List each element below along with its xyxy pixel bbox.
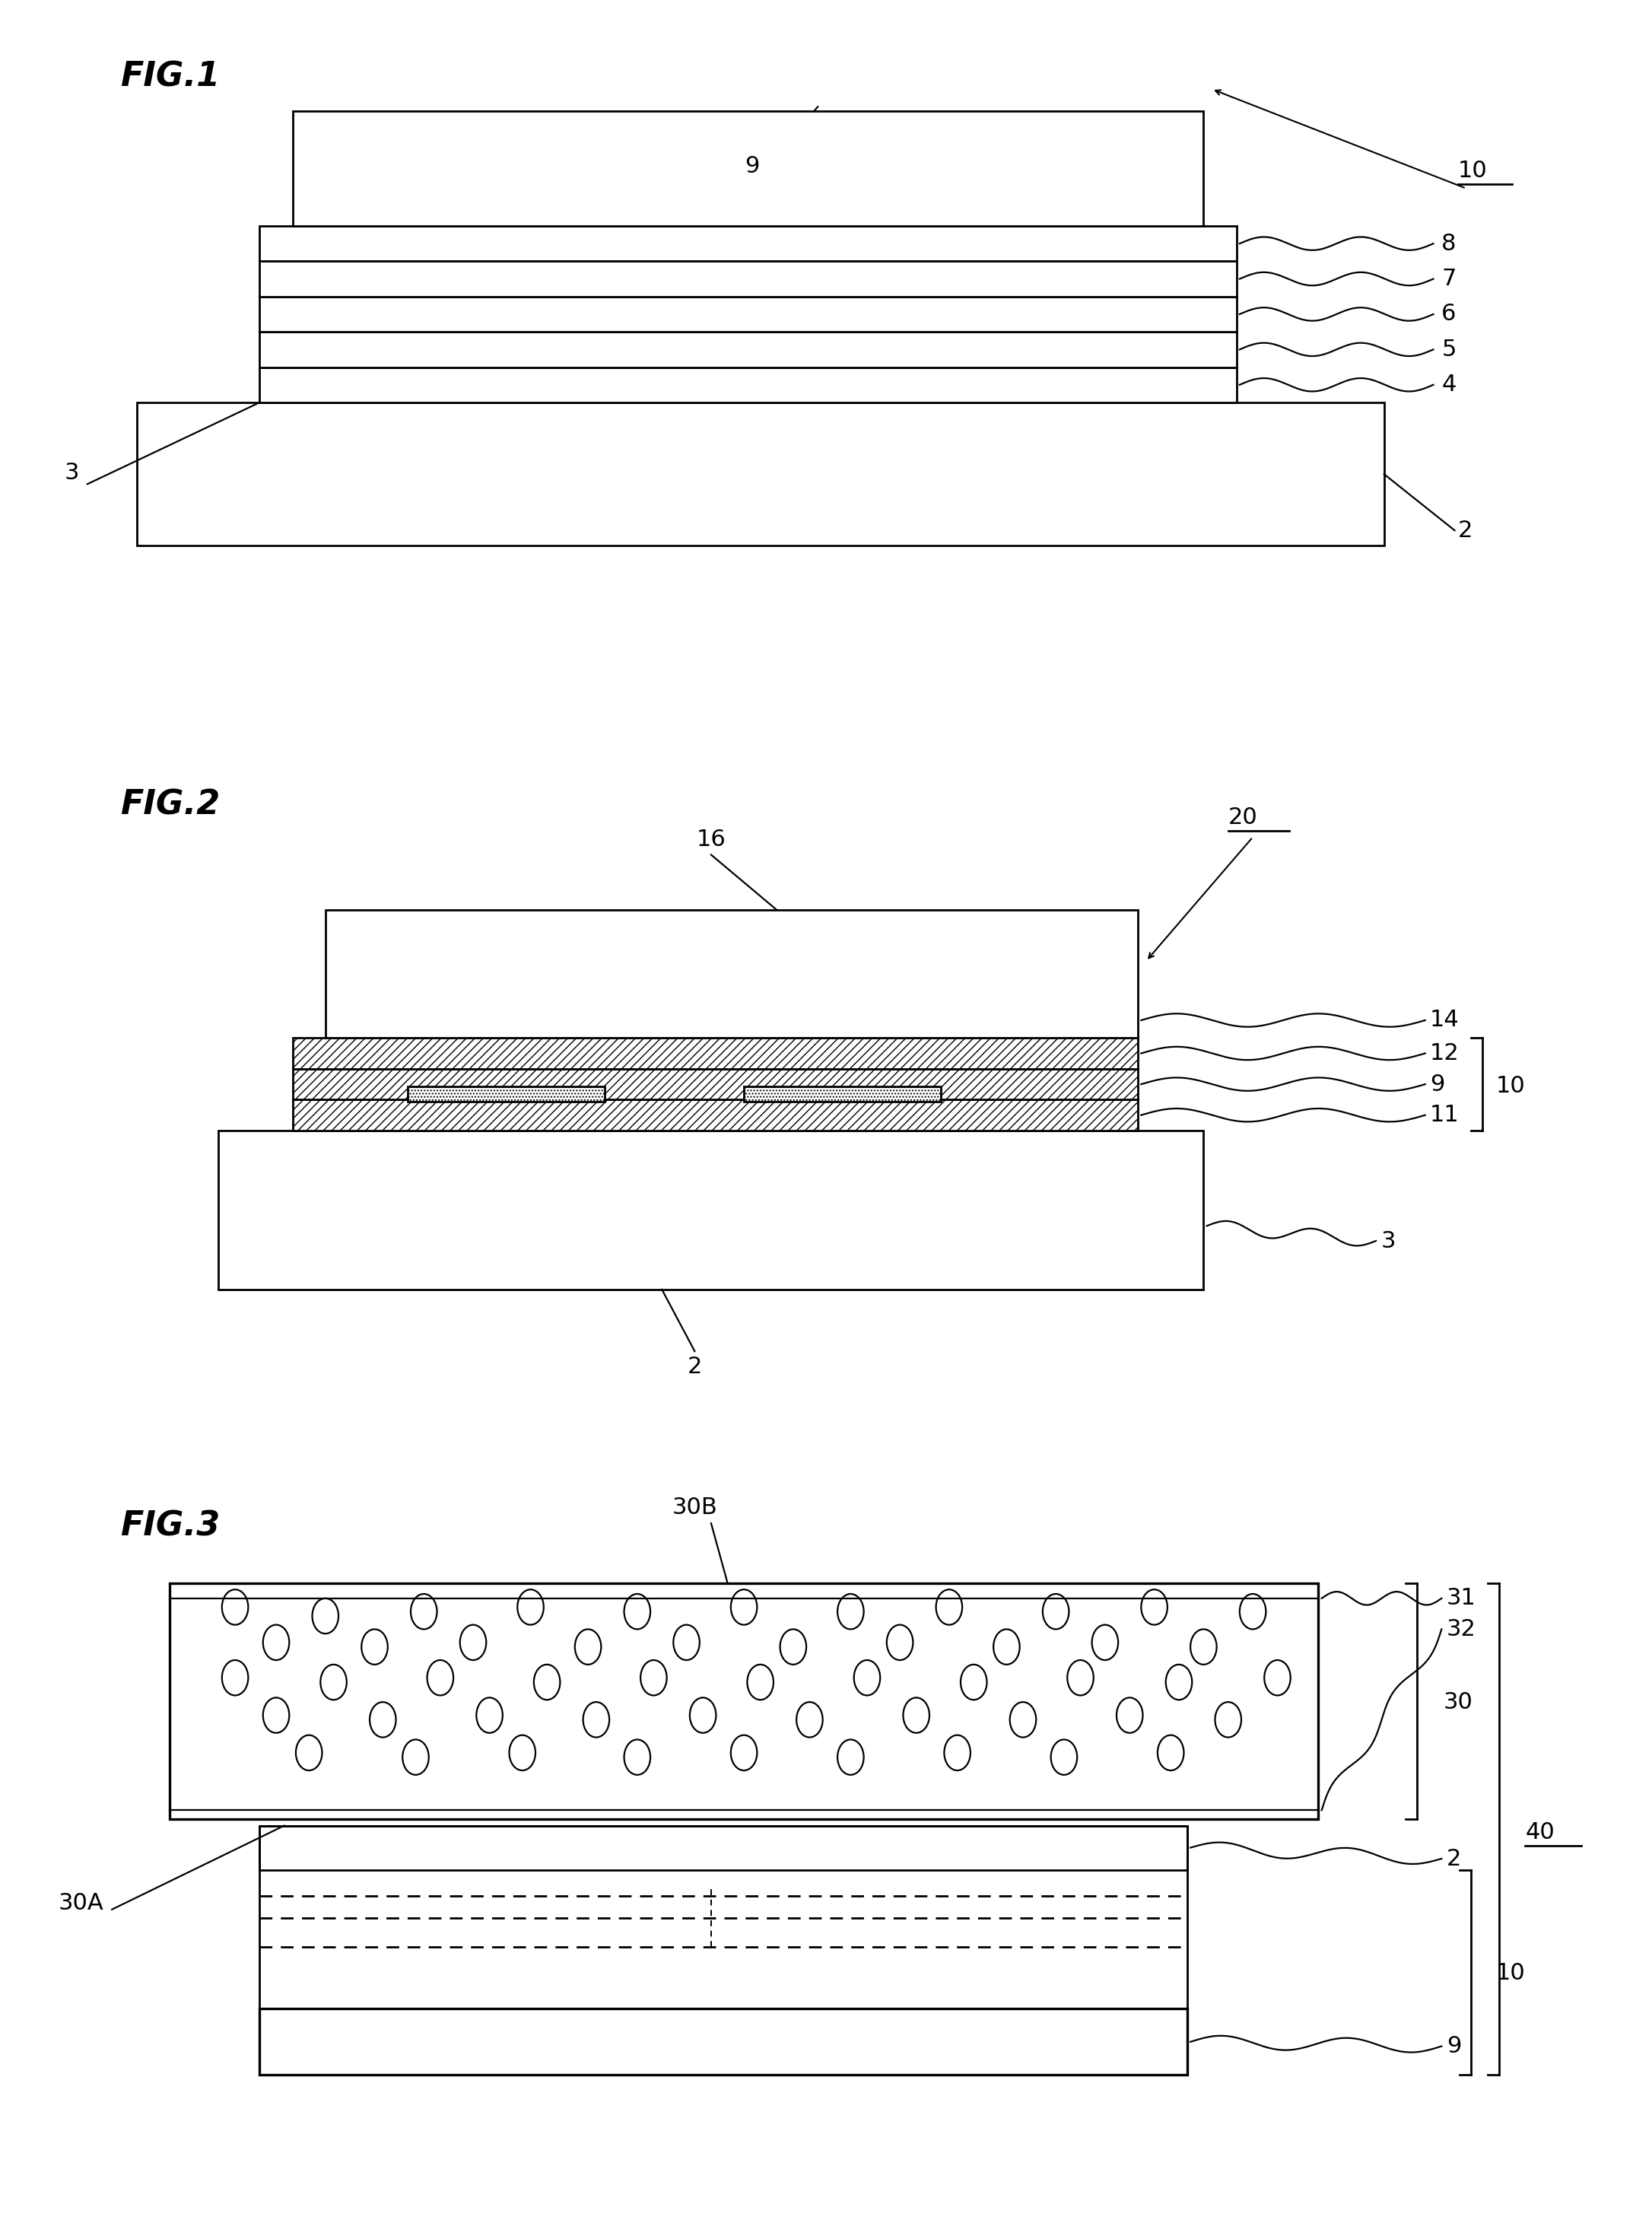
Text: 11: 11 (1431, 1104, 1459, 1126)
Text: 10: 10 (1495, 1962, 1525, 1984)
Bar (408, 1086, 605, 1102)
Text: 12: 12 (1431, 1042, 1459, 1064)
Text: 32: 32 (1447, 1618, 1475, 1641)
Text: 2: 2 (1447, 1847, 1462, 1869)
Text: 6: 6 (1442, 304, 1457, 326)
Bar (743, 1086, 942, 1102)
Text: 31: 31 (1447, 1587, 1475, 1610)
Text: 16: 16 (697, 829, 725, 851)
Text: 9: 9 (745, 155, 760, 177)
Text: 7: 7 (1442, 268, 1457, 290)
Bar (292, 1038, 1138, 1069)
Bar (259, 262, 1236, 297)
Bar (292, 111, 1204, 226)
Text: FIG.2: FIG.2 (121, 789, 220, 820)
Text: 5: 5 (1442, 339, 1457, 361)
Text: 14: 14 (1431, 1009, 1459, 1031)
Text: 10: 10 (1495, 1075, 1525, 1097)
Bar (259, 1825, 1188, 2075)
Bar (259, 1825, 1188, 1869)
Text: 3: 3 (1381, 1230, 1396, 1253)
Text: FIG.3: FIG.3 (121, 1510, 220, 1543)
Text: 3: 3 (64, 461, 79, 483)
Bar (325, 909, 1138, 1038)
Text: 20: 20 (1227, 807, 1257, 829)
Bar (259, 226, 1236, 262)
Text: 30B: 30B (672, 1496, 717, 1519)
Text: 10: 10 (1459, 160, 1487, 182)
Bar (292, 1069, 1138, 1100)
Bar (137, 403, 1384, 545)
Text: 9: 9 (1447, 2035, 1462, 2057)
Bar (259, 2009, 1188, 2075)
Bar (170, 1583, 1318, 1818)
Bar (259, 333, 1236, 368)
Text: FIG.1: FIG.1 (121, 60, 220, 93)
Text: 4: 4 (1442, 375, 1457, 397)
Text: 30: 30 (1444, 1692, 1472, 1714)
Text: 40: 40 (1525, 1820, 1555, 1842)
Text: 30A: 30A (58, 1891, 104, 1913)
Text: 2: 2 (687, 1355, 702, 1377)
Bar (259, 368, 1236, 403)
Bar (292, 1100, 1138, 1131)
Bar (218, 1131, 1204, 1290)
Text: 2: 2 (1459, 519, 1472, 541)
Text: 8: 8 (1442, 233, 1457, 255)
Text: 9: 9 (1431, 1073, 1446, 1095)
Bar (259, 297, 1236, 333)
